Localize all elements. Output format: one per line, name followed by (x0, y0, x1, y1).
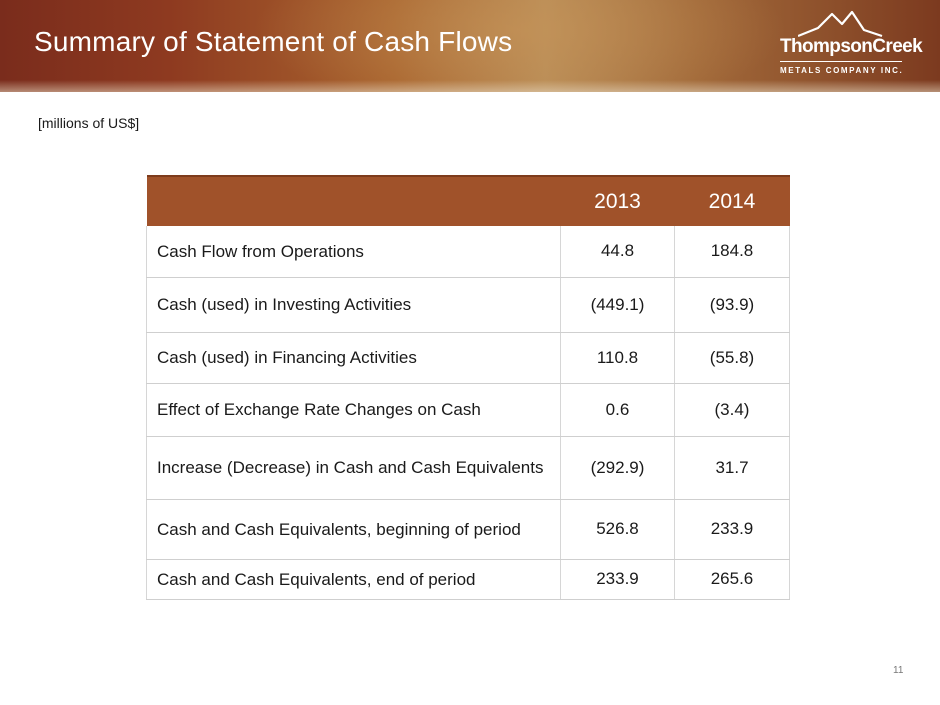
table-row: Cash and Cash Equivalents, beginning of … (146, 499, 790, 560)
cash-flow-table: 2013 2014 Cash Flow from Operations 44.8… (146, 175, 790, 600)
row-label: Cash (used) in Financing Activities (146, 332, 561, 384)
value-2014: 184.8 (674, 226, 790, 278)
table-row: Effect of Exchange Rate Changes on Cash … (146, 383, 790, 437)
value-2013: 44.8 (560, 226, 675, 278)
company-logo: ThompsonCreek METALS COMPANY INC. (776, 8, 936, 80)
value-2014: 265.6 (674, 559, 790, 600)
value-2014: (93.9) (674, 277, 790, 333)
logo-divider (780, 61, 902, 62)
table-row: Increase (Decrease) in Cash and Cash Equ… (146, 436, 790, 500)
units-note: [millions of US$] (38, 115, 140, 131)
value-2013: 233.9 (560, 559, 675, 600)
header-banner: Summary of Statement of Cash Flows Thomp… (0, 0, 940, 92)
value-2013: 0.6 (560, 383, 675, 437)
value-2014: 31.7 (674, 436, 790, 500)
value-2014: 233.9 (674, 499, 790, 560)
logo-wordmark: ThompsonCreek (780, 36, 923, 57)
page-number: 11 (893, 665, 904, 676)
table-row: Cash (used) in Financing Activities 110.… (146, 332, 790, 384)
row-label: Cash (used) in Investing Activities (146, 277, 561, 333)
logo-subtitle: METALS COMPANY INC. (780, 66, 904, 75)
row-label: Increase (Decrease) in Cash and Cash Equ… (146, 436, 561, 500)
row-label: Cash Flow from Operations (146, 226, 561, 278)
row-label: Cash and Cash Equivalents, end of period (146, 559, 561, 600)
value-2013: (292.9) (560, 436, 675, 500)
header-cell-2013: 2013 (560, 175, 675, 226)
table-row: Cash (used) in Investing Activities (449… (146, 277, 790, 333)
slide-title: Summary of Statement of Cash Flows (34, 26, 513, 57)
table-header-row: 2013 2014 (146, 175, 790, 226)
header-cell-label (146, 175, 561, 226)
header-cell-2014: 2014 (674, 175, 790, 226)
value-2013: 110.8 (560, 332, 675, 384)
value-2014: (55.8) (674, 332, 790, 384)
value-2013: (449.1) (560, 277, 675, 333)
table-row: Cash Flow from Operations 44.8 184.8 (146, 226, 790, 278)
row-label: Effect of Exchange Rate Changes on Cash (146, 383, 561, 437)
row-label: Cash and Cash Equivalents, beginning of … (146, 499, 561, 560)
value-2014: (3.4) (674, 383, 790, 437)
mountain-icon (798, 10, 883, 38)
table-row: Cash and Cash Equivalents, end of period… (146, 559, 790, 600)
value-2013: 526.8 (560, 499, 675, 560)
